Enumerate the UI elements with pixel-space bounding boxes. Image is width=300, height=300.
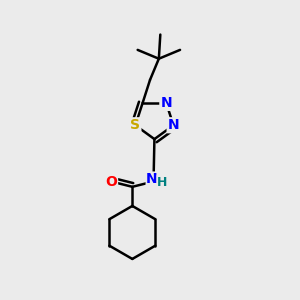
Text: N: N [160,96,172,110]
Text: N: N [146,172,158,186]
Text: O: O [105,175,117,188]
Text: N: N [168,118,179,132]
Text: H: H [157,176,168,189]
Text: S: S [130,118,140,132]
